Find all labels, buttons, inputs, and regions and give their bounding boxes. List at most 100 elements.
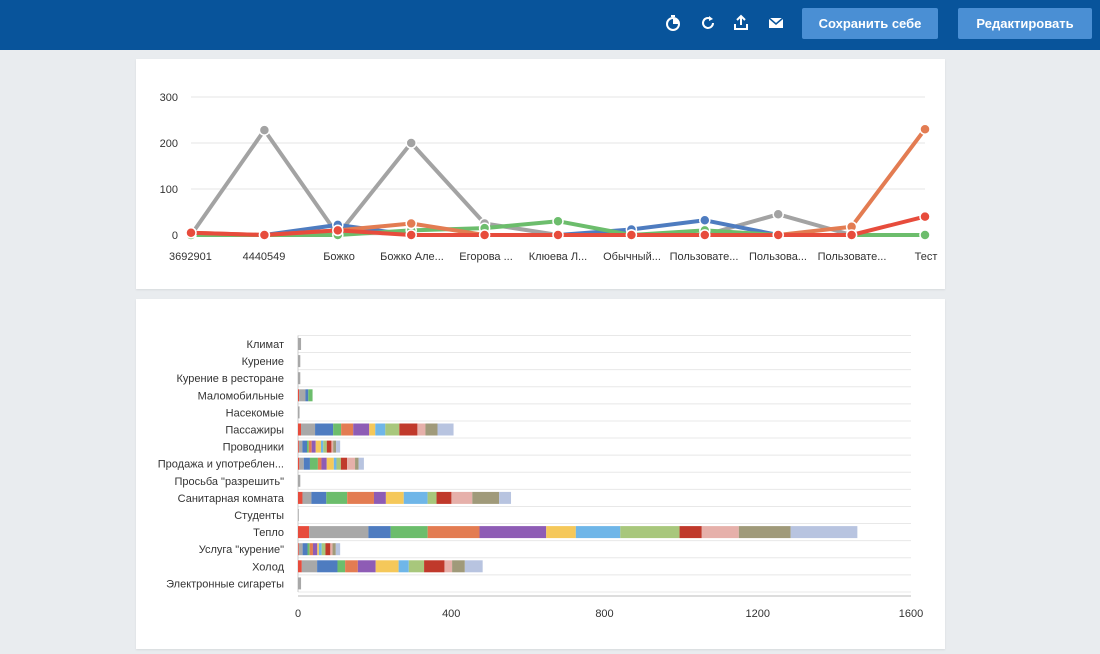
x-tick-label: Пользова... — [749, 251, 807, 263]
bar-segment — [437, 423, 454, 436]
x-tick-label: Тест — [915, 251, 938, 263]
category-label: Студенты — [234, 510, 284, 522]
y-tick-label: 300 — [160, 92, 178, 104]
bar-segment — [321, 457, 327, 470]
stacked-bar-chart: 0 400 800 1200 1600 Климат Курение Курение в ре… — [158, 334, 923, 620]
bar-segment — [302, 543, 308, 556]
data-point — [919, 123, 931, 135]
data-point — [772, 229, 784, 241]
category-label: Тепло — [253, 527, 284, 539]
bar-segment — [298, 543, 303, 556]
bar-segment — [298, 543, 299, 556]
y-tick-label: 200 — [160, 138, 178, 150]
bar-segment — [390, 526, 428, 539]
bar-segment — [425, 423, 438, 436]
bar-segment — [701, 526, 739, 539]
bar-segment — [427, 526, 480, 539]
bar-segment — [499, 491, 512, 504]
bar-segment — [309, 457, 318, 470]
edit-button[interactable]: Редактировать — [958, 8, 1092, 39]
data-point — [258, 124, 271, 136]
bar-segment — [298, 406, 300, 419]
category-label: Электронные сигареты — [166, 578, 284, 590]
x-tick-label: 1200 — [746, 608, 770, 620]
category-label: Маломобильные — [198, 390, 284, 402]
bar-segment — [347, 491, 374, 504]
bar-segment — [333, 423, 342, 436]
bar-segment — [375, 560, 399, 573]
bar-segment — [790, 526, 858, 539]
bar-segment — [444, 560, 453, 573]
bar-segment — [312, 543, 318, 556]
bar-segment — [298, 474, 301, 487]
category-label: Продажа и употреблен... — [158, 459, 284, 471]
bar-segment — [326, 457, 334, 470]
bar-segment — [399, 423, 418, 436]
bar-segment — [321, 543, 326, 556]
bar-segment — [738, 526, 791, 539]
bar-segment — [331, 440, 334, 453]
x-tick-label: 0 — [295, 608, 301, 620]
category-label: Курение в ресторане — [176, 373, 284, 385]
save-copy-button[interactable]: Сохранить себе — [802, 8, 938, 39]
bar-segment — [340, 457, 348, 470]
bar-segment — [427, 491, 437, 504]
refresh-icon[interactable] — [699, 14, 717, 32]
category-label: Услуга "курение" — [199, 544, 284, 556]
bar-segment — [298, 423, 302, 436]
bar-segment — [315, 423, 334, 436]
bar-segment — [298, 372, 301, 385]
bar-segment — [301, 423, 316, 436]
bar-segment — [298, 509, 299, 521]
bar-segment — [298, 491, 303, 504]
bar-segment — [311, 491, 327, 504]
bar-chart-card: 0 400 800 1200 1600 Климат Курение Курение в ре… — [136, 299, 945, 649]
data-point — [185, 226, 197, 239]
data-point — [258, 229, 271, 241]
data-point — [845, 229, 858, 241]
category-label: Пассажиры — [225, 425, 284, 437]
bar-segment — [301, 560, 318, 573]
bar-segment — [298, 440, 303, 453]
bar-segment — [424, 560, 445, 573]
x-tick-label: Пользовате... — [818, 251, 887, 263]
data-point — [405, 217, 417, 230]
x-tick-label: 400 — [442, 608, 460, 620]
bar-segment — [308, 389, 313, 402]
y-tick-label: 0 — [172, 230, 178, 242]
data-point — [919, 210, 931, 223]
x-tick-label: Пользовате... — [670, 251, 739, 263]
x-tick-label: 3692901 — [169, 251, 212, 263]
mail-icon[interactable] — [767, 14, 785, 32]
bar-segment — [298, 389, 300, 402]
bar-segment — [333, 457, 337, 470]
bar-segment — [341, 423, 354, 436]
bar-segment — [298, 440, 299, 453]
timer-icon[interactable] — [664, 14, 682, 32]
bar-segment — [305, 389, 309, 402]
category-label: Климат — [247, 339, 284, 351]
bar-segment — [299, 389, 306, 402]
bar-segment — [403, 491, 428, 504]
export-icon[interactable] — [732, 14, 750, 32]
category-label: Курение — [242, 356, 284, 368]
category-label: Насекомые — [226, 407, 284, 419]
bar-segment — [303, 457, 310, 470]
data-point — [405, 229, 417, 241]
bar-segment — [298, 355, 301, 368]
x-tick-label: 800 — [595, 608, 613, 620]
category-label: Холод — [252, 561, 285, 573]
bar-segment — [417, 423, 426, 436]
x-tick-label: Клюева Л... — [529, 251, 587, 263]
bar-segment — [385, 423, 400, 436]
bar-segment — [464, 560, 483, 573]
bar-segment — [325, 543, 331, 556]
bar-segment — [302, 440, 308, 453]
bar-segment — [336, 440, 341, 453]
data-point — [332, 224, 344, 237]
bar-segment — [326, 491, 348, 504]
bar-segment — [620, 526, 680, 539]
bar-segment — [358, 457, 364, 470]
bar-segment — [452, 560, 465, 573]
data-point — [699, 214, 711, 227]
